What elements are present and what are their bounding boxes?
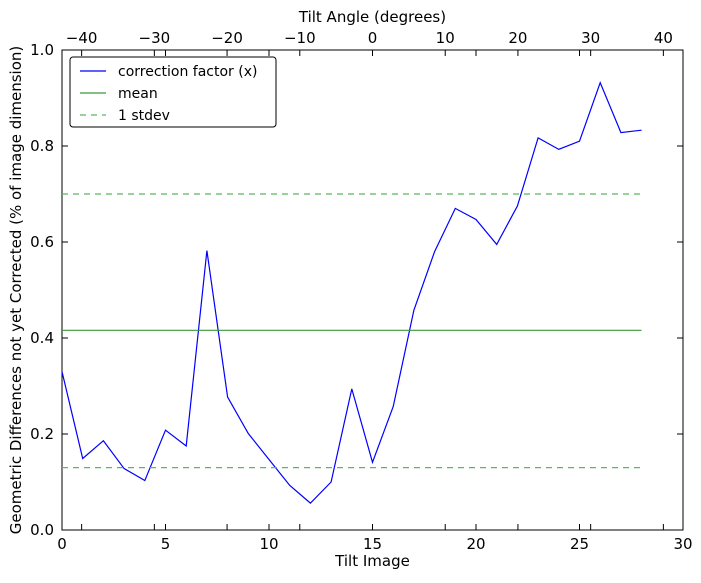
x-tick-label: 25 xyxy=(570,535,589,553)
legend: correction factor (x) mean 1 stdev xyxy=(69,56,277,128)
y-tick-label: 0.8 xyxy=(30,137,54,155)
x-tick-label: 15 xyxy=(363,535,382,553)
plot-area xyxy=(61,49,684,531)
top-x-tick-label: 0 xyxy=(368,29,378,47)
x-tick-label: 0 xyxy=(57,535,67,553)
y-axis-label: Geometric Differences not yet Corrected … xyxy=(7,46,25,535)
top-x-tick-label: −20 xyxy=(211,29,243,47)
y-tick-label: 0.6 xyxy=(30,233,54,251)
y-tick-label: 0.2 xyxy=(30,425,54,443)
ticks-layer: 0 5 10 15 20 25 30 0.0 0.2 0.4 0.6 0.8 1.0 −40 −30 −20 −… xyxy=(30,29,692,553)
x-axis-label: Tilt Image xyxy=(334,552,410,570)
top-x-axis-label: Tilt Angle (degrees) xyxy=(298,8,446,26)
legend-label-mean: mean xyxy=(118,86,158,102)
y-tick-label: 0.4 xyxy=(30,329,54,347)
top-x-tick-label: 40 xyxy=(654,29,673,47)
top-x-tick-label: 10 xyxy=(436,29,455,47)
series-line-correction-factor-x xyxy=(61,80,642,504)
top-x-tick-label: 30 xyxy=(581,29,600,47)
x-tick-label: 20 xyxy=(466,535,485,553)
top-x-tick-label: 20 xyxy=(508,29,527,47)
x-tick-label: 5 xyxy=(161,535,171,553)
y-tick-label: 1.0 xyxy=(30,41,54,59)
x-tick-label: 30 xyxy=(673,535,692,553)
top-x-tick-label: −10 xyxy=(284,29,316,47)
top-x-tick-label: −30 xyxy=(139,29,171,47)
legend-label-correction-factor: correction factor (x) xyxy=(118,64,257,80)
series-layer xyxy=(61,80,642,504)
y-tick-label: 0.0 xyxy=(30,521,54,539)
top-x-tick-label: −40 xyxy=(66,29,98,47)
legend-label-1-stdev: 1 stdev xyxy=(118,108,170,124)
legend-box xyxy=(69,56,277,128)
x-tick-label: 10 xyxy=(259,535,278,553)
